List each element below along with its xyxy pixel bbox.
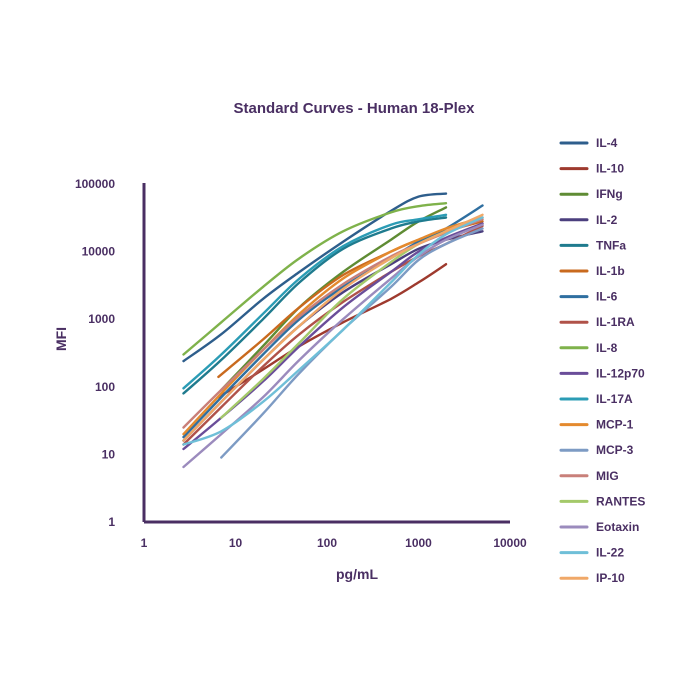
legend-item: IL-2 bbox=[559, 213, 618, 227]
series-group bbox=[182, 192, 484, 469]
legend-label: IL-1RA bbox=[596, 315, 635, 329]
legend-label: IL-6 bbox=[596, 290, 618, 304]
x-axis-label: pg/mL bbox=[336, 566, 378, 582]
plot-area bbox=[142, 183, 510, 524]
series-line-il-8 bbox=[182, 202, 448, 356]
series-line-mcp-3 bbox=[220, 227, 484, 459]
series-line-il-17a bbox=[182, 213, 448, 390]
legend-label: IL-17A bbox=[596, 392, 633, 406]
legend: IL-4 IL-10 IFNg IL-2 TNFa IL-1b IL-6 IL-1RA IL-8… bbox=[559, 136, 645, 585]
legend-item: IL-22 bbox=[559, 546, 624, 560]
legend-item: MCP-3 bbox=[559, 443, 634, 457]
legend-item: Eotaxin bbox=[559, 520, 639, 534]
series-line-ip-10 bbox=[182, 213, 484, 442]
series-line-il-10 bbox=[217, 263, 448, 399]
y-tick-label: 100 bbox=[95, 380, 115, 394]
y-tick-labels: 1 10 100 1000 10000 100000 bbox=[75, 177, 115, 529]
series-line-mcp-1 bbox=[182, 216, 484, 436]
legend-label: IFNg bbox=[596, 187, 623, 201]
legend-label: IL-4 bbox=[596, 136, 618, 150]
legend-label: RANTES bbox=[596, 494, 645, 508]
y-tick-label: 1000 bbox=[88, 312, 115, 326]
legend-item: MCP-1 bbox=[559, 418, 634, 432]
legend-label: IL-22 bbox=[596, 546, 624, 560]
legend-label: IL-1b bbox=[596, 264, 625, 278]
y-tick-label: 100000 bbox=[75, 177, 115, 191]
x-tick-label: 10000 bbox=[493, 536, 527, 550]
series-line-il-2 bbox=[182, 230, 484, 442]
y-tick-label: 10000 bbox=[82, 245, 116, 259]
x-tick-labels: 1 10 100 1000 10000 bbox=[141, 536, 527, 550]
legend-item: IL-1b bbox=[559, 264, 625, 278]
x-tick-label: 100 bbox=[317, 536, 337, 550]
legend-item: TNFa bbox=[559, 238, 626, 252]
series-line-il-4 bbox=[182, 192, 448, 363]
series-line-eotaxin bbox=[182, 223, 484, 469]
legend-item: IL-4 bbox=[559, 136, 618, 150]
legend-item: IL-1RA bbox=[559, 315, 635, 329]
x-tick-label: 1 bbox=[141, 536, 148, 550]
legend-item: IP-10 bbox=[559, 571, 625, 585]
series-line-tnfa bbox=[182, 216, 448, 395]
legend-item: IL-17A bbox=[559, 392, 633, 406]
y-axis-label: MFI bbox=[53, 327, 69, 351]
legend-label: IL-10 bbox=[596, 162, 624, 176]
y-tick-label: 10 bbox=[102, 447, 116, 461]
legend-label: IP-10 bbox=[596, 571, 625, 585]
legend-label: MCP-1 bbox=[596, 418, 634, 432]
series-line-il-12p70 bbox=[182, 222, 484, 451]
legend-label: MIG bbox=[596, 469, 619, 483]
legend-item: RANTES bbox=[559, 494, 645, 508]
legend-label: IL-2 bbox=[596, 213, 618, 227]
legend-item: IL-8 bbox=[559, 341, 618, 355]
legend-label: IL-12p70 bbox=[596, 366, 645, 380]
series-line-il-22 bbox=[182, 216, 484, 446]
legend-label: Eotaxin bbox=[596, 520, 639, 534]
legend-label: MCP-3 bbox=[596, 443, 634, 457]
legend-label: TNFa bbox=[596, 238, 626, 252]
legend-item: IL-12p70 bbox=[559, 366, 645, 380]
legend-item: IL-6 bbox=[559, 290, 618, 304]
y-tick-label: 1 bbox=[108, 515, 115, 529]
legend-item: IL-10 bbox=[559, 162, 624, 176]
legend-item: IFNg bbox=[559, 187, 623, 201]
legend-item: MIG bbox=[559, 469, 619, 483]
legend-label: IL-8 bbox=[596, 341, 618, 355]
chart-title: Standard Curves - Human 18-Plex bbox=[234, 100, 476, 117]
x-tick-label: 1000 bbox=[405, 536, 432, 550]
x-tick-label: 10 bbox=[229, 536, 243, 550]
